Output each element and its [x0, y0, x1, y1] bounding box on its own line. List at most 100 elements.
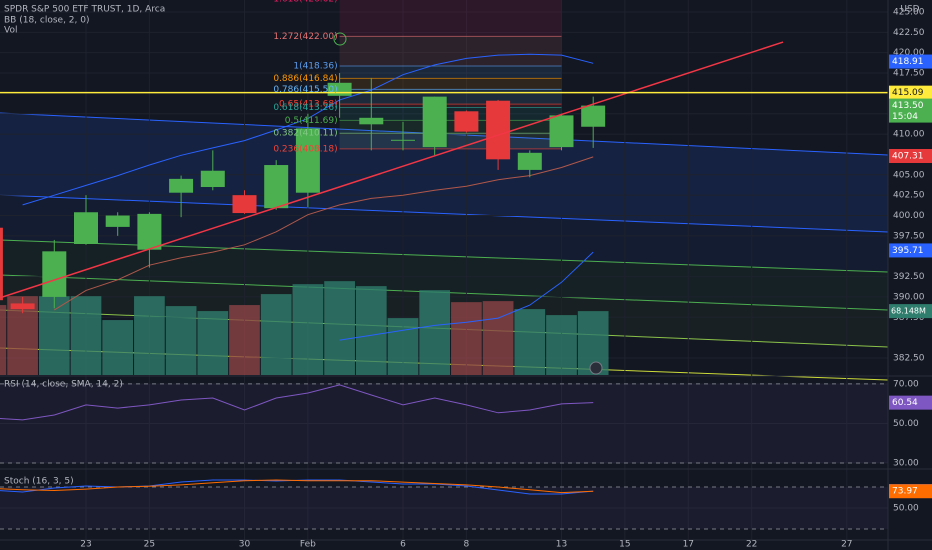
price-badge [889, 54, 932, 69]
fib-label: 1.272(422.00) [273, 32, 337, 42]
fib-label: 0.618(413.26) [273, 103, 337, 113]
volume-bar [482, 301, 514, 375]
volume-bar [70, 296, 102, 375]
fib-zone [339, 78, 562, 90]
candle-body [169, 178, 194, 193]
volume-bar [165, 306, 197, 375]
fib-zone [339, 36, 562, 67]
trendline [0, 41, 784, 299]
price-badge-label: 415.09 [892, 88, 924, 98]
y-tick-label: 390.00 [893, 292, 925, 302]
candle-body [486, 100, 511, 160]
x-tick-label: 27 [841, 540, 852, 550]
volume-bar [324, 281, 355, 375]
candle-body [390, 139, 415, 141]
bb-line [339, 251, 594, 341]
volume-bar [451, 302, 482, 375]
fib-label: 0.382(410.11) [273, 129, 337, 139]
x-tick-label: 6 [400, 540, 406, 550]
y-tick-label: 50.00 [893, 503, 919, 513]
price-badge [889, 98, 932, 123]
volume-bar [197, 311, 229, 375]
candle-body [422, 96, 447, 148]
candle-body [454, 111, 479, 132]
fib-handle[interactable] [333, 32, 347, 46]
y-tick-label: 425.00 [893, 7, 925, 17]
fib-label: 0.65(413.68) [279, 100, 338, 110]
candle-body [549, 115, 574, 148]
volume-badge [889, 304, 932, 319]
price-badge [889, 148, 932, 163]
fib-zone [339, 104, 562, 108]
volume-bar [102, 320, 134, 375]
volume-bar [387, 318, 419, 375]
fib-label: 0.5(411.69) [285, 116, 338, 126]
price-badge-label: 73.97 [892, 487, 918, 497]
price-badge-sub: 15:04 [892, 112, 918, 122]
fib-zone [339, 89, 562, 105]
x-tick-label: 30 [239, 540, 251, 550]
price-badge-label: 418.91 [892, 57, 924, 67]
channel-fill [0, 240, 888, 310]
y-tick-label: 382.50 [893, 353, 925, 363]
volume-bar [355, 286, 387, 375]
candle-body [232, 195, 257, 214]
candle-body [581, 105, 606, 127]
x-tick-label: Feb [300, 540, 316, 550]
band-fill [0, 383, 888, 464]
y-tick-label: 400.00 [893, 211, 925, 221]
volume-bar [38, 296, 70, 375]
y-tick-label: 410.00 [893, 130, 925, 140]
volume-bar [0, 305, 7, 375]
legend-item: BB (18, close, 2, 0) [4, 16, 89, 26]
fib-label: 1.618(426.62) [273, 0, 337, 4]
pane-title: RSI (14, close, SMA, 14, 2) [4, 380, 123, 390]
currency: USD [900, 5, 919, 15]
fib-label: 0.786(415.50) [273, 85, 337, 95]
fib-label: 0.236(408.18) [273, 144, 337, 154]
pane-title: Stoch (16, 3, 5) [4, 477, 74, 487]
volume-badge-label: 68.148M [891, 307, 926, 316]
candle-body [295, 128, 320, 193]
price-badge-label: 395.71 [892, 246, 924, 256]
channel-line [0, 194, 889, 233]
y-tick-label: 397.50 [893, 231, 925, 241]
legend-item: Vol [4, 26, 17, 36]
fib-zone [339, 133, 562, 149]
candle-body [517, 152, 542, 170]
indicator-line [0, 384, 594, 421]
price-badge [889, 85, 932, 100]
chart-title: SPDR S&P 500 ETF TRUST, 1D, Arca [4, 5, 165, 15]
y-tick-label: 405.00 [893, 170, 925, 180]
y-tick-label: 417.50 [893, 69, 925, 79]
y-tick-label: 420.00 [893, 48, 925, 58]
candle-body [10, 303, 35, 310]
x-tick-label: 22 [746, 540, 757, 550]
candle-body [74, 212, 99, 245]
candle-body [264, 165, 289, 209]
x-tick-label: 13 [556, 540, 567, 550]
volume-bar [134, 296, 165, 375]
x-tick-label: 25 [144, 540, 155, 550]
price-badge-label: 407.31 [892, 151, 924, 161]
event-icon[interactable] [589, 361, 603, 375]
price-badge [889, 243, 932, 258]
price-badge-label: 413.50 [892, 101, 924, 111]
fib-zone [339, 66, 562, 79]
volume-bar [229, 305, 260, 375]
candle-body [359, 117, 384, 125]
volume-bar [292, 284, 324, 375]
x-tick-label: 23 [80, 540, 91, 550]
candle-body [0, 227, 3, 301]
channel-fill [0, 113, 888, 232]
indicator-line [0, 479, 594, 494]
price-badge [889, 484, 932, 499]
price-badge-label: 60.54 [892, 398, 918, 408]
volume-bar [260, 294, 292, 375]
volume-bar [419, 290, 451, 375]
y-tick-label: 30.00 [893, 459, 919, 469]
fib-zone [339, 0, 562, 37]
x-tick-label: 8 [464, 540, 470, 550]
